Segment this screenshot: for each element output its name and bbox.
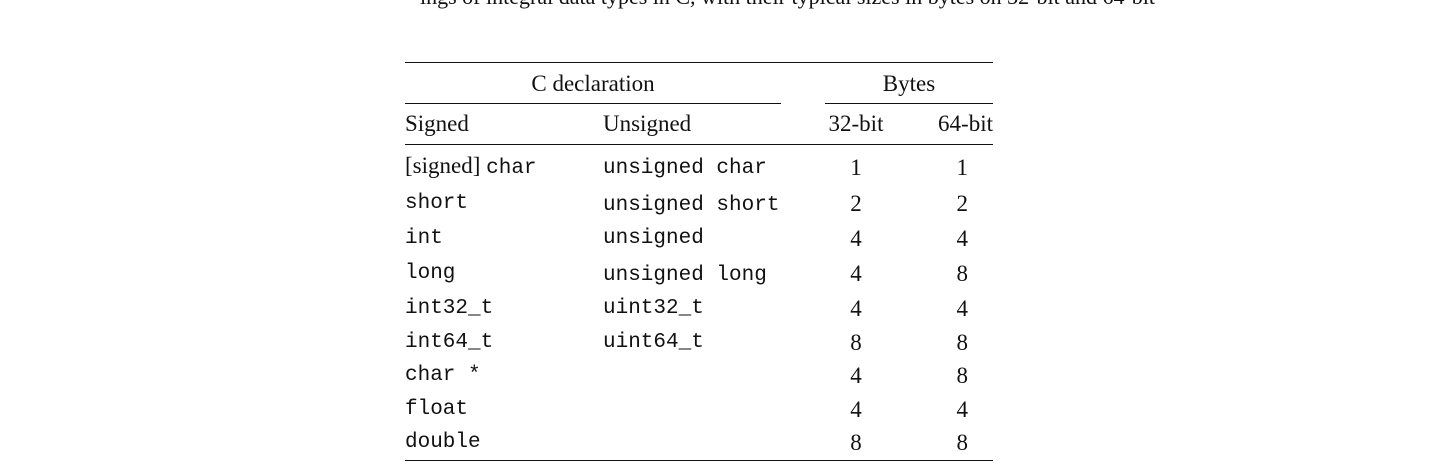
signed-cell: [signed] char [405,145,603,186]
bytes-64-cell: 4 [956,296,969,321]
signed-prefix: [signed] [405,153,487,178]
signed-cell: long [405,262,456,285]
table-row: float 4 4 [405,393,993,427]
unsigned-cell: unsigned short [603,186,781,223]
bytes-64-cell: 8 [956,329,969,355]
unsigned-prefix: unsigned [603,193,717,217]
unsigned-cell [603,359,781,393]
unsigned-prefix: unsigned [603,263,717,287]
unsigned-cell: uint32_t [603,297,704,320]
table-row: int64_t uint64_t 8 8 [405,326,993,360]
bytes-32-cell: 1 [850,154,862,180]
32bit-header: 32-bit [828,111,884,136]
table-row: int unsigned 4 4 [405,222,993,256]
c-declaration-header: C declaration [531,71,655,96]
bytes-32-cell: 8 [850,329,862,355]
bytes-64-cell: 4 [956,396,969,422]
bytes-32-cell: 8 [850,430,862,455]
unsigned-cell: unsigned [603,227,704,250]
header-rule [405,144,993,145]
table-row: double 8 8 [405,426,993,460]
table-row: int32_t uint32_t 4 4 [405,292,993,326]
64bit-header: 64-bit [938,111,993,136]
unsigned-type: char [716,157,767,180]
unsigned-cell [603,426,781,460]
signed-type: char [486,157,537,180]
group-underline-row [405,103,993,104]
bytes-32-cell: 2 [850,191,862,216]
bottom-rule [405,459,993,461]
signed-header: Signed [405,111,469,136]
signed-cell: int32_t [405,297,494,320]
table-row: [signed] char unsigned char 1 1 [405,145,993,186]
column-header-row: Signed Unsigned 32-bit 64-bit [405,104,993,145]
bytes-32-cell: 4 [850,363,862,388]
table-row: long unsigned long 4 8 [405,256,993,293]
signed-cell: short [405,192,469,215]
unsigned-cell: unsigned long [603,256,781,293]
bytes-64-cell: 1 [956,154,969,180]
data-type-size-table: C declaration Bytes Signed Unsigned 32-b… [405,62,993,461]
group-header-row: C declaration Bytes [405,63,993,104]
unsigned-cell: unsigned char [603,145,781,186]
signed-cell: double [405,431,481,454]
unsigned-cell: uint64_t [603,330,704,354]
signed-cell: int64_t [405,330,494,354]
table-row: short unsigned short 2 2 [405,186,993,223]
unsigned-prefix: unsigned [603,157,717,180]
bytes-32-cell: 4 [850,296,862,321]
context-text: ings of integral data types in C, with t… [420,0,1320,10]
bytes-64-cell: 4 [956,226,969,251]
unsigned-type: long [716,263,767,287]
table-row: char * 4 8 [405,359,993,393]
bytes-32-cell: 4 [850,226,862,251]
unsigned-cell [603,393,781,427]
signed-cell: char * [405,364,481,387]
signed-cell: int [405,227,443,250]
unsigned-type: short [716,193,780,217]
bytes-header: Bytes [882,71,936,96]
bytes-64-cell: 8 [956,430,969,455]
signed-cell: float [405,397,469,421]
c-types-table: C declaration Bytes Signed Unsigned 32-b… [405,62,993,461]
unsigned-header: Unsigned [603,111,692,136]
bytes-64-cell: 8 [956,261,969,286]
bytes-64-cell: 8 [956,363,969,388]
bytes-64-cell: 2 [956,191,969,216]
top-rule [405,62,993,63]
bytes-32-cell: 4 [850,396,862,422]
bytes-32-cell: 4 [850,261,862,286]
